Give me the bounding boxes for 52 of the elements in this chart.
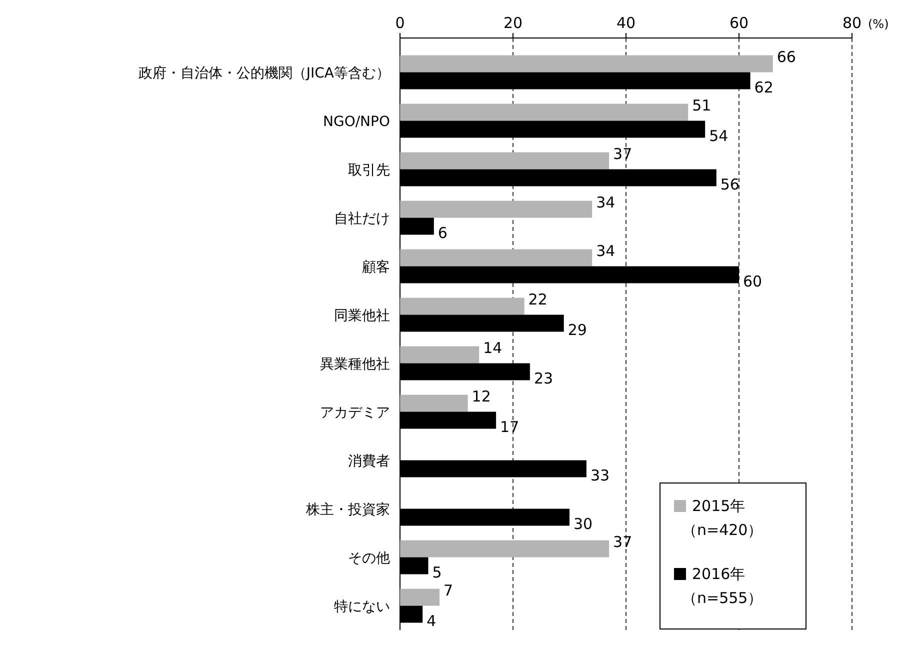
data-label: 4 — [426, 612, 436, 630]
y-tick-label: 顧客 — [362, 259, 390, 276]
data-label: 34 — [596, 242, 616, 260]
x-tick-label: 0 — [395, 14, 405, 32]
y-tick-label: 特にない — [334, 598, 390, 615]
x-axis-title: (%) — [868, 17, 889, 31]
x-tick-label: 80 — [842, 14, 862, 32]
data-label: 22 — [528, 290, 548, 308]
bar — [400, 540, 610, 558]
data-label: 30 — [574, 515, 593, 534]
y-tick-label: NGO/NPO — [323, 114, 390, 130]
data-label: 29 — [568, 321, 587, 340]
legend-label: 2015年（n=420） — [682, 497, 763, 539]
y-tick-label: アカデミア — [320, 404, 390, 421]
bar — [400, 104, 688, 121]
bar — [400, 298, 524, 315]
data-label: 60 — [743, 272, 762, 291]
data-label: 23 — [534, 370, 554, 388]
data-label: 56 — [720, 176, 740, 194]
bar — [400, 394, 468, 412]
bar — [400, 152, 610, 170]
bar — [400, 55, 773, 72]
data-label: 17 — [500, 418, 520, 436]
y-tick-label: 政府・自治体・公的機関（JICA等含む） — [138, 65, 390, 82]
bar — [400, 249, 592, 266]
y-tick-label: 取引先 — [348, 162, 390, 178]
y-tick-label: 自社だけ — [334, 210, 390, 227]
data-label: 6 — [438, 224, 448, 242]
y-tick-label: 株主・投資家 — [305, 502, 390, 518]
x-tick-label: 60 — [729, 14, 749, 32]
y-tick-label: 消費者 — [348, 453, 390, 470]
data-label: 37 — [613, 532, 632, 551]
bar — [400, 200, 592, 218]
x-tick-label: 20 — [503, 14, 523, 32]
y-tick-label: 異業種他社 — [320, 356, 390, 372]
y-tick-label: 同業他社 — [334, 308, 390, 324]
data-label: 14 — [483, 338, 502, 357]
data-label: 54 — [709, 127, 728, 146]
bar — [400, 346, 480, 364]
data-label: 34 — [596, 193, 616, 212]
data-label: 5 — [432, 564, 442, 582]
y-tick-label: その他 — [348, 550, 390, 566]
data-label: 51 — [692, 96, 712, 114]
data-label: 66 — [776, 48, 796, 66]
x-tick-label: 40 — [616, 14, 636, 32]
data-label: 33 — [590, 466, 610, 485]
data-label: 62 — [754, 78, 774, 97]
bar — [400, 588, 440, 606]
data-label: 37 — [613, 144, 632, 163]
legend-label: 2016年（n=555） — [682, 565, 763, 607]
data-label: 12 — [472, 387, 491, 406]
data-label: 7 — [444, 581, 454, 600]
